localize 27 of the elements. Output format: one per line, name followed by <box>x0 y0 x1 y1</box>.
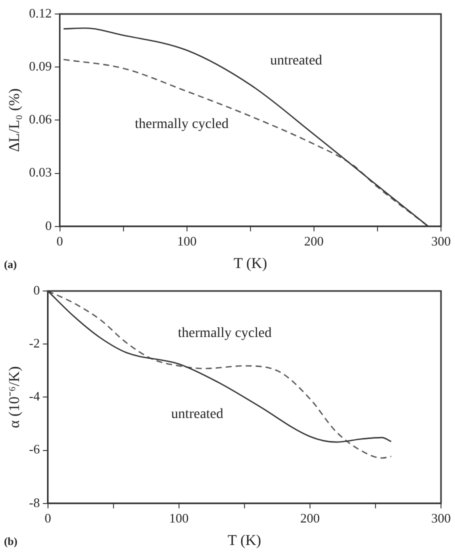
x-tick-label: 200 <box>304 234 324 249</box>
x-tick-label: 300 <box>431 234 451 249</box>
y-tick-label: 0.03 <box>29 164 52 180</box>
series-label: thermally cycled <box>134 117 229 132</box>
y-axis-title: α (10⁻⁶/K) <box>6 366 23 428</box>
y-tick-label: 0.09 <box>29 58 52 74</box>
y-tick-label: 0 <box>45 218 52 233</box>
y-tick-label: -4 <box>28 388 40 404</box>
x-tick-label: 100 <box>177 234 197 249</box>
y-axis-title: ΔL/L₀ (%) <box>6 88 23 152</box>
y-tick-label: 0.06 <box>29 112 52 127</box>
series-label: untreated <box>270 53 322 68</box>
series-label: untreated <box>171 406 224 422</box>
x-tick-label: 0 <box>56 234 63 249</box>
x-tick-label: 100 <box>169 510 189 526</box>
x-axis-title: T (K) <box>234 256 268 272</box>
x-axis-title: T (K) <box>228 532 262 549</box>
series-label: thermally cycled <box>178 326 272 342</box>
y-tick-label: -2 <box>28 336 40 351</box>
y-tick-label: 0.12 <box>29 5 52 20</box>
y-tick-label: 0 <box>33 282 40 298</box>
text: (b) <box>4 536 18 548</box>
x-tick-label: 300 <box>431 510 451 526</box>
y-tick-label: -6 <box>28 442 40 457</box>
text: (a) <box>4 258 18 271</box>
y-tick-label: -8 <box>28 494 40 510</box>
x-tick-label: 200 <box>300 510 320 526</box>
